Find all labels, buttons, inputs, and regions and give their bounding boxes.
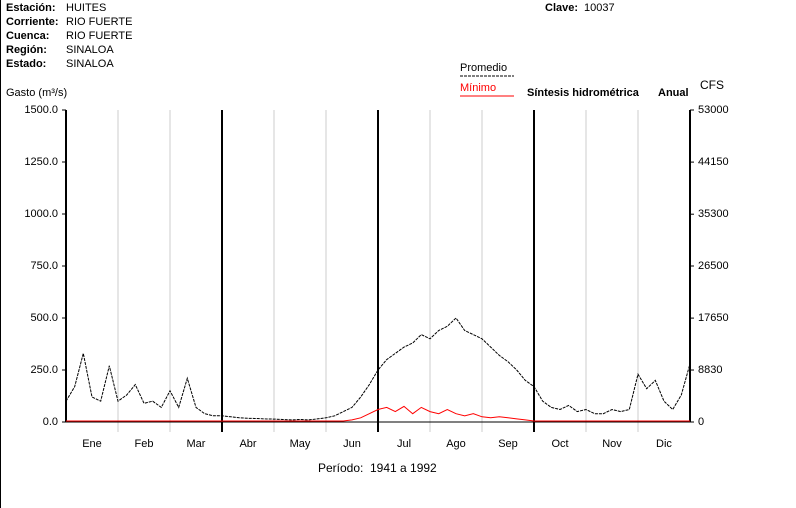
y-axis-label: Gasto (m³/s): [6, 87, 67, 99]
header-label: Cuenca:: [6, 30, 49, 42]
y-tick-label: 750.0: [30, 260, 58, 272]
x-tick-label: Nov: [602, 438, 622, 450]
y2-tick-label: 44150: [698, 156, 729, 168]
x-tick-label: Ago: [446, 438, 466, 450]
x-tick-label: Sep: [498, 438, 518, 450]
y-tick-label: 500.0: [30, 312, 58, 324]
clave: 10037: [584, 2, 615, 14]
x-tick-label: Ene: [82, 438, 102, 450]
y-tick-label: 0.0: [43, 416, 58, 428]
y-tick-label: 1500.0: [24, 104, 58, 116]
x-tick-label: Dic: [656, 438, 672, 450]
x-tick-label: Jun: [343, 438, 361, 450]
y2-tick-label: 17650: [698, 312, 729, 324]
y2-tick-label: 35300: [698, 208, 729, 220]
y2-tick-label: 0: [698, 416, 704, 428]
header-value: SINALOA: [66, 58, 114, 70]
y-tick-label: 250.0: [30, 364, 58, 376]
y-tick-label: 1250.0: [24, 156, 58, 168]
header-label: Región:: [6, 44, 47, 56]
legend-label: Promedio: [460, 62, 507, 74]
legend-label: Mínimo: [460, 82, 496, 94]
x-tick-label: Abr: [239, 438, 256, 450]
chart-subtitle: Anual: [658, 87, 689, 99]
x-tick-label: Oct: [551, 438, 568, 450]
y2-tick-label: 53000: [698, 104, 729, 116]
header-value: RIO FUERTE: [66, 30, 132, 42]
chart-title: Síntesis hidrométrica: [527, 87, 640, 99]
header-value: HUITES: [66, 2, 106, 14]
y2-tick-label: 26500: [698, 260, 729, 272]
clave-label: Clave:: [545, 2, 578, 14]
x-tick-label: Feb: [135, 438, 154, 450]
header-label: Estación:: [6, 2, 56, 14]
footer: 1941 a 1992: [370, 461, 437, 475]
header-label: Estado:: [6, 58, 46, 70]
header-label: Corriente:: [6, 16, 59, 28]
series-line: [66, 405, 690, 422]
y2-axis-label: CFS: [700, 78, 724, 92]
y-tick-label: 1000.0: [24, 208, 58, 220]
x-tick-label: May: [290, 438, 311, 450]
x-tick-label: Jul: [397, 438, 411, 450]
header-value: SINALOA: [66, 44, 114, 56]
header-value: RIO FUERTE: [66, 16, 132, 28]
y2-tick-label: 8830: [698, 364, 722, 376]
series-line: [65, 317, 691, 421]
x-tick-label: Mar: [187, 438, 206, 450]
footer-label: Período:: [318, 461, 363, 475]
